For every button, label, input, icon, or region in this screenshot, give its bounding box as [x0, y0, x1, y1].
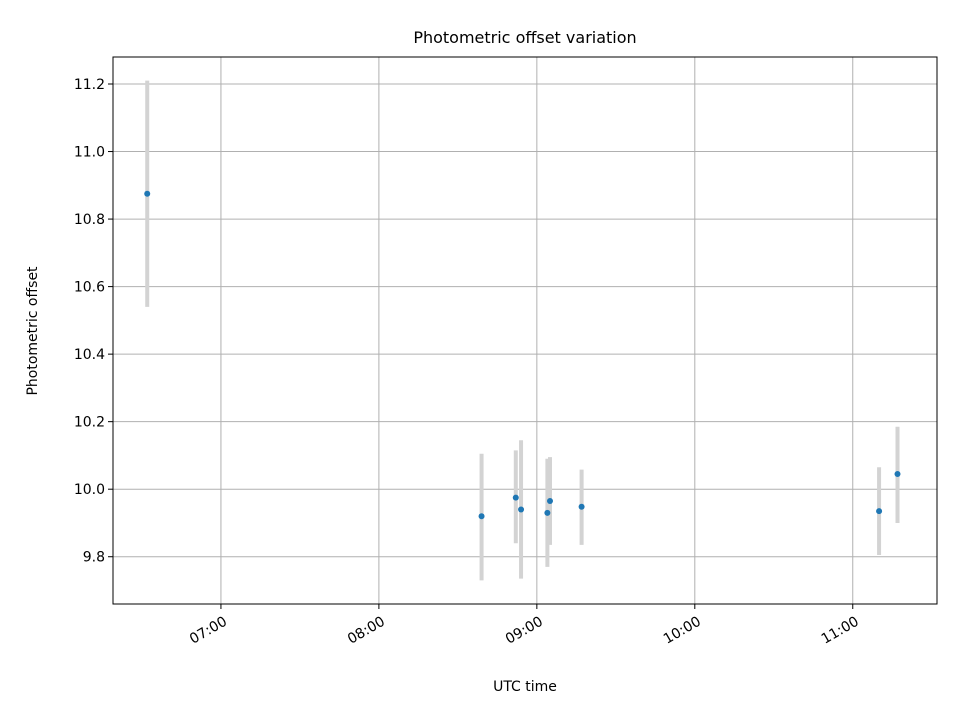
y-axis-label: Photometric offset	[25, 266, 41, 396]
data-point	[544, 510, 550, 516]
data-point	[144, 191, 150, 197]
data-point	[579, 504, 585, 510]
data-point	[513, 495, 519, 501]
data-point	[895, 471, 901, 477]
data-point	[547, 498, 553, 504]
data-point	[479, 513, 485, 519]
y-tick-label: 10.4	[74, 347, 105, 363]
y-tick-label: 10.2	[74, 415, 105, 431]
y-tick-label: 9.8	[83, 550, 105, 566]
y-tick-label: 10.0	[74, 482, 105, 498]
y-tick-label: 11.0	[74, 145, 105, 161]
data-point	[518, 506, 524, 512]
y-tick-label: 10.8	[74, 212, 105, 228]
y-tick-label: 10.6	[74, 280, 105, 296]
data-point	[876, 508, 882, 514]
chart-title: Photometric offset variation	[413, 28, 636, 47]
y-tick-label: 11.2	[74, 77, 105, 93]
x-axis-label: UTC time	[493, 679, 557, 695]
